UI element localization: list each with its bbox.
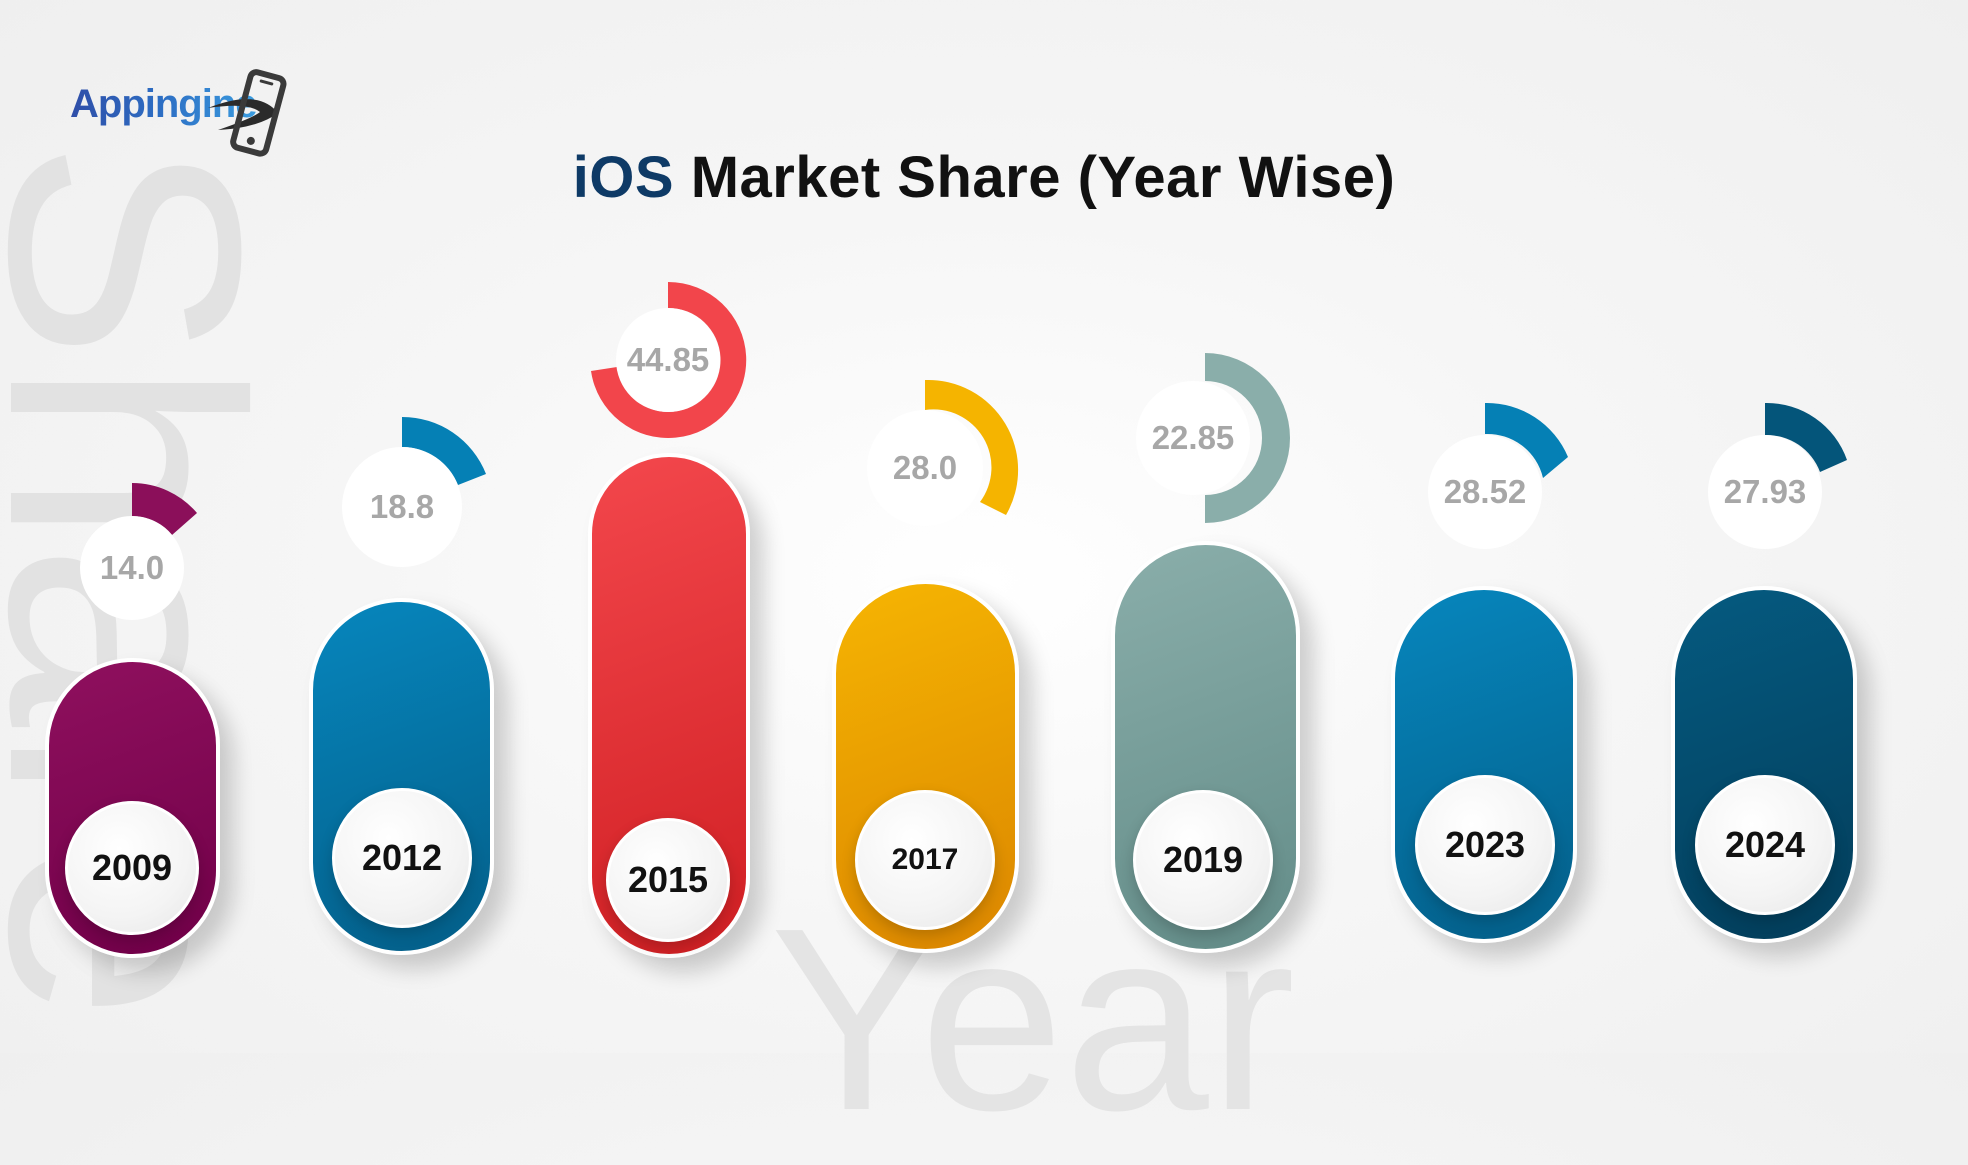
title-accent: iOS <box>572 145 675 210</box>
year-label-2012: 2012 <box>332 788 472 928</box>
arc-2017 <box>925 379 1019 515</box>
arc-2023 <box>1485 402 1568 478</box>
appingine-logo: Appingine <box>68 68 288 168</box>
arc-2024 <box>1765 402 1847 472</box>
year-label-2019: 2019 <box>1133 790 1273 930</box>
year-label-2017: 2017 <box>855 790 995 930</box>
year-label-2015: 2015 <box>606 818 730 942</box>
value-badge-2012: 18.8 <box>342 447 462 567</box>
year-label-2024: 2024 <box>1695 775 1835 915</box>
value-badge-2009: 14.0 <box>80 516 184 620</box>
value-badge-2015: 44.85 <box>616 308 720 412</box>
chart-title: iOS Market Share (Year Wise) <box>0 144 1968 211</box>
value-badge-2017: 28.0 <box>867 410 983 526</box>
arc-2019 <box>1205 353 1290 523</box>
arc-2012 <box>402 416 486 485</box>
value-arcs <box>132 281 1847 535</box>
value-badge-2024: 27.93 <box>1708 435 1822 549</box>
title-rest: Market Share (Year Wise) <box>674 145 1396 210</box>
arc-2015 <box>591 281 747 438</box>
year-label-2023: 2023 <box>1415 775 1555 915</box>
value-badge-2019: 22.85 <box>1136 381 1250 495</box>
year-label-2009: 2009 <box>65 801 199 935</box>
value-badge-2023: 28.52 <box>1428 435 1542 549</box>
arc-2009 <box>132 482 197 535</box>
bar-chart: 14.0 18.8 44.85 28.0 22.85 28.52 27.93 2… <box>45 281 1857 958</box>
smartphone-icon <box>208 69 287 157</box>
